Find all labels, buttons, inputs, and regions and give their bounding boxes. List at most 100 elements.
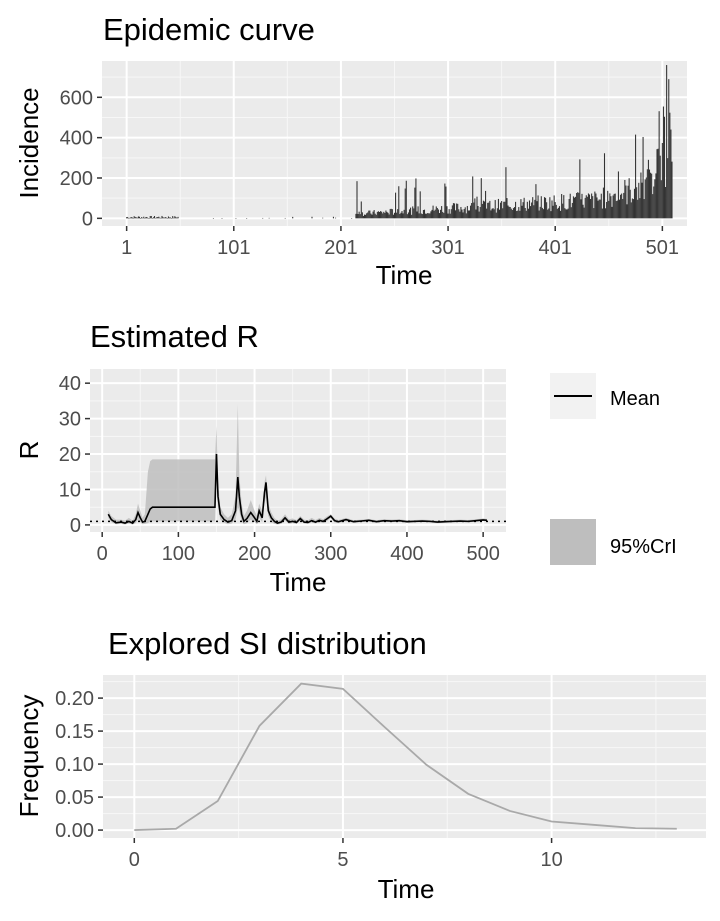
epi-bar <box>548 208 550 219</box>
epi-bar <box>661 143 663 219</box>
epi-bar <box>176 217 178 219</box>
epi-bar <box>567 208 569 219</box>
r-x-tick-label: 0 <box>97 543 108 565</box>
epi-bar <box>605 208 607 219</box>
epi-bar <box>568 198 570 219</box>
epi-bar <box>528 200 531 219</box>
epi-bar <box>480 178 482 219</box>
epi-bar <box>398 186 400 219</box>
epi-bar <box>645 177 647 219</box>
epi-bar <box>526 201 528 219</box>
epi-bar <box>546 202 548 219</box>
epi-bar <box>586 196 588 219</box>
epi-bar <box>492 208 494 219</box>
epi-bar <box>475 209 477 219</box>
epi-bar <box>407 212 409 219</box>
epi-bar <box>406 214 408 219</box>
epi-bar <box>444 183 446 219</box>
epi-bar <box>152 217 154 219</box>
epi-bar <box>387 212 389 219</box>
epi-bar <box>478 211 480 219</box>
epi-x-tick-label: 1 <box>121 237 132 259</box>
epi-bar <box>399 213 401 219</box>
epi-bar <box>355 213 357 219</box>
epi-bar <box>397 209 399 219</box>
epi-bar <box>608 200 610 219</box>
epi-bar <box>609 193 611 219</box>
epi-bar <box>597 200 599 219</box>
epi-bar <box>652 194 654 219</box>
epi-bar <box>172 216 174 219</box>
epi-bar <box>137 216 139 219</box>
epi-bar <box>437 209 439 219</box>
epi-bar <box>627 185 629 219</box>
epi-bar <box>136 217 138 219</box>
epi-bar <box>606 201 608 219</box>
epi-bar <box>617 171 619 219</box>
epi-bar <box>148 218 150 219</box>
epi-bar <box>647 159 649 219</box>
epi-bar <box>666 65 668 219</box>
epi-bar <box>374 213 376 219</box>
si-grid <box>103 675 706 838</box>
epi-bar <box>523 197 525 219</box>
epi-bar <box>582 204 584 219</box>
r-y-tick-label: 40 <box>59 373 81 395</box>
legend-crl-label: 95%CrI <box>610 536 677 558</box>
epi-bar <box>629 189 631 219</box>
epi-bar <box>558 206 561 219</box>
epi-bar <box>363 214 366 219</box>
epi-bar <box>221 218 223 219</box>
epi-bar <box>657 148 659 219</box>
epi-bar <box>140 218 142 219</box>
epi-bar <box>522 202 524 219</box>
epi-bar <box>246 218 248 219</box>
epi-bar <box>654 179 656 219</box>
epi-bar <box>581 193 583 219</box>
epi-bar <box>624 179 626 219</box>
epi-bar <box>483 201 486 219</box>
epi-bar <box>166 217 168 219</box>
epi-bar <box>628 178 630 219</box>
epi-bar <box>390 208 392 219</box>
epi-bar <box>495 212 497 219</box>
epi-bar <box>532 197 534 219</box>
si-y-tick-label: 0.15 <box>55 721 94 743</box>
epi-bar <box>268 217 270 219</box>
si-x-label: Time <box>378 874 435 904</box>
epi-bar <box>554 202 556 219</box>
epi-bar <box>458 209 460 219</box>
epi-bar <box>130 217 132 219</box>
epi-bar <box>620 194 622 219</box>
epi-bar <box>570 207 572 219</box>
epi-bar <box>400 212 402 219</box>
epi-bar <box>584 197 586 219</box>
epi-bar <box>466 205 468 219</box>
epi-bar <box>632 199 634 219</box>
epi-bar <box>616 200 618 219</box>
epi-bar <box>665 186 667 219</box>
epi-bar <box>516 211 518 219</box>
epi-bar <box>461 209 463 219</box>
epi-bar <box>571 202 573 219</box>
epi-bar <box>473 202 475 219</box>
epi-bar <box>411 214 413 219</box>
epi-bar <box>365 214 367 219</box>
epi-bar <box>533 205 535 219</box>
epi-bar <box>235 218 237 219</box>
epi-bar <box>653 186 655 219</box>
epi-bar <box>430 211 432 219</box>
epi-x-label: Time <box>376 260 433 290</box>
epi-bar <box>607 190 609 219</box>
epi-bar <box>625 185 627 219</box>
epi-bar <box>583 207 585 219</box>
epi-bar <box>129 217 131 219</box>
epi-x-tick-label: 401 <box>539 237 572 259</box>
epi-bar <box>151 218 153 219</box>
epi-bar <box>284 217 286 219</box>
epi-bar <box>165 217 167 219</box>
si-x-axis: 0 5 10 <box>129 838 563 871</box>
epi-bar <box>670 129 672 219</box>
epi-bar <box>497 198 499 219</box>
si-title: Explored SI distribution <box>108 626 427 661</box>
